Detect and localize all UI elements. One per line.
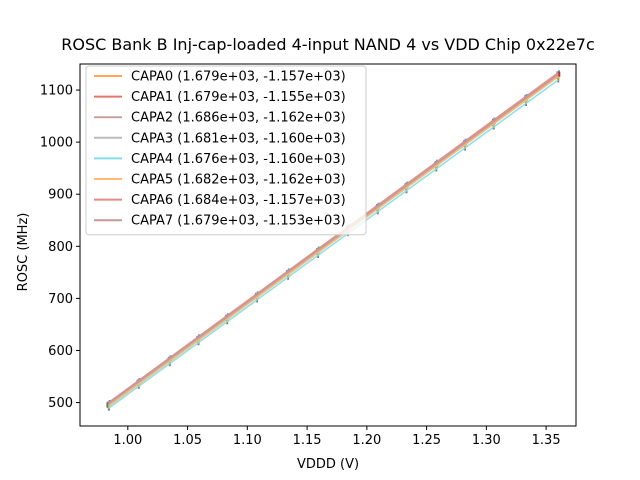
y-axis-label: ROSC (MHz) xyxy=(16,213,31,292)
fit-lines xyxy=(108,72,559,409)
y-tick-label: 500 xyxy=(48,396,73,411)
x-axis-ticks: 1.00 1.05 1.10 1.15 1.20 1.25 1.30 1.35 xyxy=(113,426,561,448)
x-tick-label: 1.00 xyxy=(113,433,142,448)
legend-label-capa7: CAPA7 (1.679e+03, -1.153e+03) xyxy=(131,214,346,229)
legend-label-capa2: CAPA2 (1.686e+03, -1.162e+03) xyxy=(131,111,346,126)
series-line-capa7 xyxy=(108,73,559,404)
x-tick-label: 1.25 xyxy=(412,433,441,448)
x-tick-label: 1.15 xyxy=(293,433,322,448)
legend-box xyxy=(85,65,367,236)
y-tick-label: 700 xyxy=(48,292,73,307)
chart-title: ROSC Bank B Inj-cap-loaded 4-input NAND … xyxy=(61,35,595,54)
legend: CAPA0 (1.679e+03, -1.157e+03) CAPA1 (1.67… xyxy=(85,65,367,236)
x-tick-label: 1.10 xyxy=(233,433,262,448)
x-tick-label: 1.30 xyxy=(472,433,501,448)
legend-label-capa1: CAPA1 (1.679e+03, -1.155e+03) xyxy=(131,90,346,105)
legend-entries: CAPA0 (1.679e+03, -1.157e+03) CAPA1 (1.67… xyxy=(94,70,346,229)
data-point-capa4 xyxy=(557,77,560,83)
x-tick-label: 1.20 xyxy=(352,433,381,448)
plot-frame xyxy=(79,63,577,427)
y-tick-label: 1000 xyxy=(40,136,73,151)
y-axis-ticks: 500 600 700 800 900 1000 1100 xyxy=(40,84,80,411)
legend-label-capa4: CAPA4 (1.676e+03, -1.160e+03) xyxy=(131,152,346,167)
y-tick-label: 1100 xyxy=(40,84,73,99)
legend-label-capa6: CAPA6 (1.684e+03, -1.157e+03) xyxy=(131,193,346,208)
y-tick-label: 900 xyxy=(48,188,73,203)
x-tick-label: 1.05 xyxy=(173,433,202,448)
legend-label-capa0: CAPA0 (1.679e+03, -1.157e+03) xyxy=(131,70,346,85)
data-point-capa7 xyxy=(558,71,561,77)
data-point-capa5 xyxy=(557,74,560,80)
y-tick-label: 800 xyxy=(48,240,73,255)
series-line-capa4 xyxy=(108,79,559,409)
y-tick-label: 600 xyxy=(48,344,73,359)
x-tick-label: 1.35 xyxy=(532,433,561,448)
legend-label-capa3: CAPA3 (1.681e+03, -1.160e+03) xyxy=(131,131,346,146)
series-line-capa5 xyxy=(108,76,559,407)
legend-label-capa5: CAPA5 (1.682e+03, -1.162e+03) xyxy=(131,173,346,188)
x-axis-label: VDDD (V) xyxy=(297,457,359,472)
